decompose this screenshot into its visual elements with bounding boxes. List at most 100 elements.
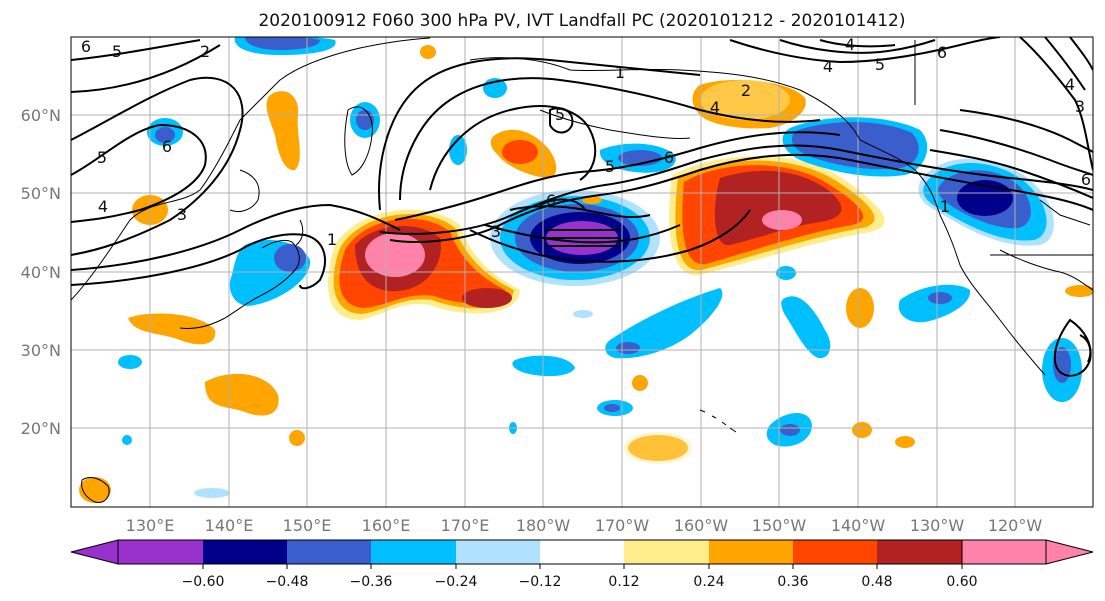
contour-label-8: 1 [615, 63, 625, 82]
contour-label-3: 5 [97, 148, 107, 167]
lon-label-160w: 160°W [674, 516, 729, 535]
colorbar-swatch-3 [371, 540, 456, 564]
siberia-neg-mid [155, 127, 175, 143]
colorbar-swatch-5 [540, 540, 624, 564]
small-pos-1 [289, 430, 305, 446]
colorbar-tick-0: −0.60 [182, 574, 225, 590]
kuril-neg-small [449, 135, 467, 165]
colorbar-tick-5: 0.12 [608, 574, 639, 590]
colorbar-tick-4: −0.12 [519, 574, 562, 590]
colorbar-tick-2: −0.36 [350, 574, 393, 590]
colorbar-swatch-0 [118, 540, 203, 564]
contour-label-11: 3 [491, 222, 501, 241]
colorbar-frame [117, 539, 1047, 565]
subtrop-pos-7 [582, 196, 602, 204]
subtrop-pos-2 [846, 288, 874, 328]
map-title: 2020100912 F060 300 hPa PV, IVT Landfall… [258, 11, 905, 31]
contour-label-22: 2 [741, 81, 751, 100]
lon-label-150e: 150°E [283, 516, 332, 535]
longitude-labels: 130°E 140°E 150°E 160°E 170°E 180°W 170°… [126, 516, 1043, 535]
subtrop-pos-6 [1065, 285, 1093, 297]
pos-pv-darkred [714, 170, 842, 246]
contour-label-14: 5 [605, 157, 615, 176]
contour-label-1: 5 [112, 42, 122, 61]
lat-label-30n: 30°N [21, 341, 61, 360]
colorbar-swatch-8 [793, 540, 877, 564]
subtrop-neg-3 [898, 284, 971, 323]
lon-label-150w: 150°W [752, 516, 807, 535]
subtrop-neg-4-mid [780, 424, 800, 436]
contour-label-2: 2 [200, 42, 210, 61]
pv-contours [71, 37, 1093, 377]
kamchatka-pos [266, 91, 300, 171]
contour-label-19: 3 [1075, 97, 1085, 116]
contour-label-9: 4 [710, 98, 720, 117]
west-pos-pink [365, 233, 425, 277]
colorbar-swatch-4 [456, 540, 540, 564]
contour-label-10: 5 [555, 105, 565, 124]
hokkaido-pos-small [420, 45, 436, 59]
contour-label-21: 6 [1081, 170, 1091, 189]
nw-neg-dark [957, 180, 1013, 216]
lon-label-120w: 120°W [988, 516, 1043, 535]
subtrop-pos-4 [895, 436, 915, 448]
map-frame [70, 36, 1094, 508]
coastlines [71, 37, 1093, 504]
colorbar-max-extend [961, 539, 1094, 565]
contour-label-16: 4 [845, 35, 855, 54]
shading-layer [79, 37, 1093, 503]
japan-neg-mid [274, 244, 306, 272]
colorbar-swatch-7 [709, 540, 793, 564]
colorbar: −0.60 −0.48 −0.36 −0.24 −0.12 0.12 0.24 … [70, 539, 1094, 590]
subtrop-pos-5 [632, 375, 648, 391]
contour-label-18: 6 [937, 43, 947, 62]
contour-label-20: 1 [940, 197, 950, 216]
west-pac-pos-small [205, 373, 279, 416]
lat-label-20n: 20°N [21, 419, 61, 438]
top-neg-band-mid [245, 37, 320, 50]
subtrop-neg-1 [605, 288, 723, 359]
subtrop-pos-1-yellow [624, 432, 692, 464]
colorbar-tick-marks [202, 564, 963, 569]
bering-pos-red [502, 140, 538, 164]
contour-label-12: 6 [546, 191, 556, 210]
contour-label-0: 6 [81, 37, 91, 56]
lon-label-170e: 170°E [441, 516, 490, 535]
subtrop-neg-2 [781, 296, 831, 359]
contour-label-15: 4 [823, 57, 833, 76]
subtrop-neg-6-mid [604, 404, 620, 412]
colorbar-swatch-2 [287, 540, 371, 564]
lat-label-60n: 60°N [21, 106, 61, 125]
subtrop-neg-1-mid [616, 342, 640, 354]
lon-label-130e: 130°E [126, 516, 175, 535]
colorbar-tick-3: −0.24 [435, 574, 478, 590]
contour-label-7: 1 [327, 230, 337, 249]
subtrop-neg-10 [776, 266, 796, 280]
subtrop-neg-5 [512, 355, 575, 377]
subtrop-pos-3 [852, 422, 872, 438]
lon-label-140e: 140°E [205, 516, 254, 535]
map-area: 6 5 2 5 6 4 3 1 1 4 5 3 6 6 5 4 4 5 6 3 … [71, 35, 1093, 507]
colorbar-tick-8: 0.48 [861, 574, 892, 590]
colorbar-tick-9: 0.60 [946, 574, 977, 590]
subtrop-neg-3-mid [928, 292, 952, 304]
contour-labels: 6 5 2 5 6 4 3 1 1 4 5 3 6 6 5 4 4 5 6 3 … [81, 35, 1091, 249]
subtrop-pos-1 [628, 435, 688, 461]
subtrop-neg-8 [573, 310, 593, 318]
lon-label-160e: 160°E [362, 516, 411, 535]
contour-label-13: 6 [664, 148, 674, 167]
colorbar-swatch-1 [203, 540, 287, 564]
small-neg-2 [194, 488, 230, 498]
contour-label-23: 4 [1065, 75, 1075, 94]
west-pos-darkred-2 [462, 288, 512, 308]
contour-label-17: 5 [875, 55, 885, 74]
lon-label-140w: 140°W [831, 516, 886, 535]
gridlines [71, 37, 1093, 507]
colorbar-tick-1: −0.48 [266, 574, 309, 590]
subtrop-neg-7-mid [1053, 347, 1071, 383]
lon-label-130w: 130°W [910, 516, 965, 535]
colorbar-swatch-6 [624, 540, 709, 564]
colorbar-swatch-9 [877, 540, 962, 564]
contour-label-5: 4 [98, 197, 108, 216]
